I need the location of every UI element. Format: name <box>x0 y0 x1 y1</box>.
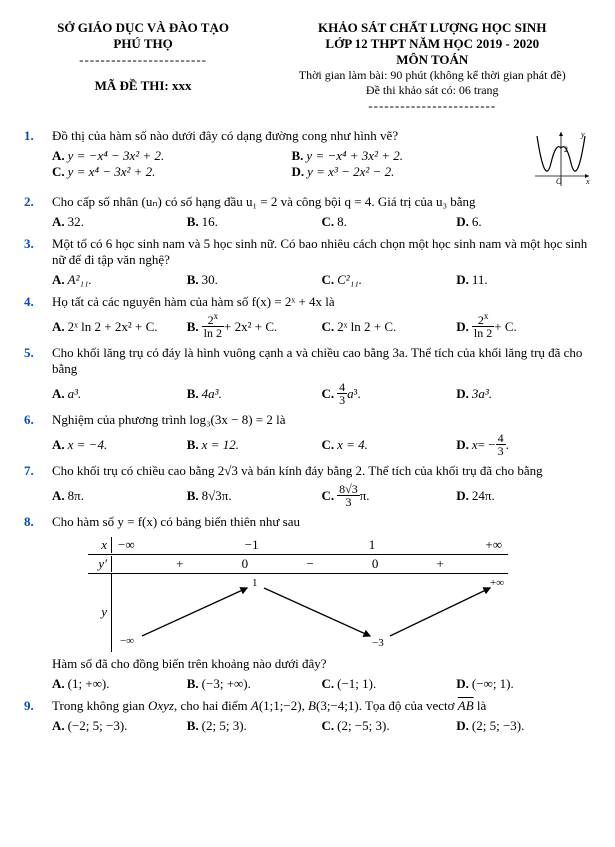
header-right: KHẢO SÁT CHẤT LƯỢNG HỌC SINH LỚP 12 THPT… <box>273 20 591 114</box>
q9-opt-a: A.(−2; 5; −3). <box>52 718 187 734</box>
subject: MÔN TOÁN <box>273 52 591 68</box>
q7-opt-b: B.8√3π. <box>187 483 322 508</box>
q2-opt-d: D.6. <box>456 214 591 230</box>
question-7: 7. Cho khối trụ có chiều cao bằng 2√3 và… <box>24 463 591 508</box>
svg-text:+∞: +∞ <box>490 577 504 589</box>
q2-text: Cho cấp số nhân (uₙ) có số hạng đầu u₁ =… <box>52 194 591 210</box>
q3-opt-c: C.C²₁₁. <box>322 272 457 288</box>
qnum: 2. <box>24 194 52 230</box>
q8-opt-d: D.(−∞; 1). <box>456 676 591 692</box>
title-line1: KHẢO SÁT CHẤT LƯỢNG HỌC SINH <box>273 20 591 36</box>
question-5: 5. Cho khối lăng trụ có đáy là hình vuôn… <box>24 345 591 406</box>
q8-opt-a: A.(1; +∞). <box>52 676 187 692</box>
svg-text:O: O <box>556 177 562 186</box>
q6-opt-c: C.x = 4. <box>322 432 457 457</box>
q7-opt-a: A.8π. <box>52 483 187 508</box>
svg-text:−3: −3 <box>372 637 384 649</box>
q8-text: Cho hàm số y = f(x) có bảng biến thiên n… <box>52 514 591 530</box>
q4-opt-d: D. 2xln 2 + C. <box>456 314 591 339</box>
q2-opt-c: C.8. <box>322 214 457 230</box>
svg-text:y: y <box>580 130 585 139</box>
q5-text: Cho khối lăng trụ có đáy là hình vuông c… <box>52 345 591 377</box>
org-line2: PHÚ THỌ <box>24 36 262 52</box>
q4-opt-a: A.2ˣ ln 2 + 2x² + C. <box>52 314 187 339</box>
q4-opt-b: B. 2xln 2 + 2x² + C. <box>187 314 322 339</box>
header-dash2: ------------------------ <box>273 98 591 114</box>
question-8: 8. Cho hàm số y = f(x) có bảng biến thiê… <box>24 514 591 692</box>
q6-opt-b: B.x = 12. <box>187 432 322 457</box>
qnum: 9. <box>24 698 52 734</box>
q1-opt-d: D. y = x³ − 2x² − 2. <box>292 164 532 180</box>
q6-opt-d: D. x = −43. <box>456 432 591 457</box>
org-line1: SỞ GIÁO DỤC VÀ ĐÀO TẠO <box>24 20 262 36</box>
qnum: 3. <box>24 236 52 288</box>
header-dash: ------------------------ <box>24 52 262 68</box>
q5-opt-c: C. 43a³. <box>322 381 457 406</box>
q1-graph: y 2 O x <box>531 128 591 188</box>
qnum: 6. <box>24 412 52 457</box>
time-limit: Thời gian làm bài: 90 phút (không kể thờ… <box>273 68 591 83</box>
q6-opt-a: A.x = −4. <box>52 432 187 457</box>
exam-code: MÃ ĐỀ THI: xxx <box>24 78 262 94</box>
q9-opt-b: B.(2; 5; 3). <box>187 718 322 734</box>
q4-opt-c: C.2ˣ ln 2 + C. <box>322 314 457 339</box>
q8-subtext: Hàm số đã cho đồng biến trên khoảng nào … <box>52 656 591 672</box>
q5-opt-b: B.4a³. <box>187 381 322 406</box>
svg-text:x: x <box>585 177 590 186</box>
qnum: 1. <box>24 128 52 188</box>
q1-opt-a: A. y = −x⁴ − 3x² + 2. <box>52 148 292 164</box>
question-3: 3. Một tổ có 6 học sinh nam và 5 học sin… <box>24 236 591 288</box>
questions-list: 1. Đồ thị của hàm số nào dưới đây có dạn… <box>24 128 591 734</box>
qnum: 4. <box>24 294 52 339</box>
question-6: 6. Nghiệm của phương trình log₃(3x − 8) … <box>24 412 591 457</box>
q7-opt-d: D.24π. <box>456 483 591 508</box>
qnum: 7. <box>24 463 52 508</box>
page-count: Đề thi khảo sát có: 06 trang <box>273 83 591 98</box>
q3-text: Một tổ có 6 học sinh nam và 5 học sinh n… <box>52 236 591 268</box>
question-1: 1. Đồ thị của hàm số nào dưới đây có dạn… <box>24 128 591 188</box>
svg-text:−∞: −∞ <box>120 635 134 647</box>
q9-opt-c: C.(2; −5; 3). <box>322 718 457 734</box>
header-left: SỞ GIÁO DỤC VÀ ĐÀO TẠO PHÚ THỌ ---------… <box>24 20 262 114</box>
q1-text: Đồ thị của hàm số nào dưới đây có dạng đ… <box>52 128 531 144</box>
q8-opt-c: C.(−1; 1). <box>322 676 457 692</box>
q9-text: Trong không gian Oxyz, cho hai điểm A(1;… <box>52 698 591 714</box>
question-2: 2. Cho cấp số nhân (uₙ) có số hạng đầu u… <box>24 194 591 230</box>
q7-text: Cho khối trụ có chiều cao bằng 2√3 và bá… <box>52 463 591 479</box>
question-9: 9. Trong không gian Oxyz, cho hai điểm A… <box>24 698 591 734</box>
svg-text:2: 2 <box>564 145 568 154</box>
question-4: 4. Họ tất cả các nguyên hàm của hàm số f… <box>24 294 591 339</box>
q2-opt-b: B.16. <box>187 214 322 230</box>
q1-opt-b: B. y = −x⁴ + 3x² + 2. <box>292 148 532 164</box>
variation-table: x −∞ −1 1 +∞ y′ + 0 − 0 + <box>88 536 508 652</box>
q8-opt-b: B.(−3; +∞). <box>187 676 322 692</box>
variation-arrows: −∞ 1 −3 +∞ <box>112 574 508 652</box>
q7-opt-c: C. 8√33 π. <box>322 483 457 508</box>
q5-opt-d: D.3a³. <box>456 381 591 406</box>
q3-opt-b: B.30. <box>187 272 322 288</box>
q5-opt-a: A.a³. <box>52 381 187 406</box>
svg-text:1: 1 <box>252 577 258 589</box>
qnum: 5. <box>24 345 52 406</box>
q1-opt-c: C. y = x⁴ − 3x² + 2. <box>52 164 292 180</box>
qnum: 8. <box>24 514 52 692</box>
q3-opt-d: D.11. <box>456 272 591 288</box>
q2-opt-a: A.32. <box>52 214 187 230</box>
title-line2: LỚP 12 THPT NĂM HỌC 2019 - 2020 <box>273 36 591 52</box>
q3-opt-a: A.A²₁₁. <box>52 272 187 288</box>
q6-text: Nghiệm của phương trình log₃(3x − 8) = 2… <box>52 412 591 428</box>
q9-opt-d: D.(2; 5; −3). <box>456 718 591 734</box>
q4-text: Họ tất cả các nguyên hàm của hàm số f(x)… <box>52 294 335 309</box>
exam-header: SỞ GIÁO DỤC VÀ ĐÀO TẠO PHÚ THỌ ---------… <box>24 20 591 114</box>
